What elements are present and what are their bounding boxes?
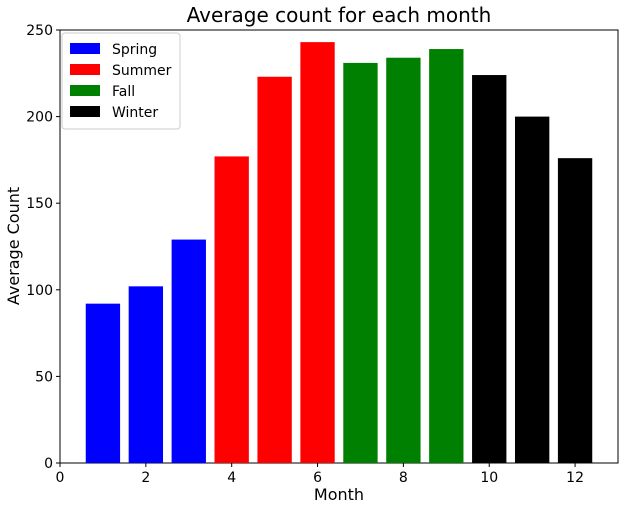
legend-swatch-spring (70, 43, 100, 54)
legend-label-summer: Summer (112, 63, 172, 79)
x-axis-ticks: 0 2 4 6 8 10 12 (56, 463, 584, 486)
legend-swatch-fall (70, 85, 100, 96)
bars-group (85, 42, 593, 464)
y-tick-label: 150 (26, 196, 53, 212)
y-tick-label: 50 (35, 369, 53, 385)
legend-label-spring: Spring (112, 42, 157, 58)
y-tick-label: 0 (44, 456, 53, 472)
bar-summer-month-5 (257, 76, 292, 463)
bar-spring-month-2 (128, 286, 164, 463)
bar-fall-month-9 (429, 49, 464, 463)
x-axis-label: Month (314, 485, 364, 504)
bar-winter-month-12 (557, 158, 593, 463)
bar-fall-month-8 (386, 57, 421, 463)
legend-swatch-winter (70, 106, 100, 117)
legend: Spring Summer Fall Winter (61, 32, 181, 130)
x-tick-label: 10 (480, 470, 498, 486)
bar-spring-month-1 (85, 303, 121, 463)
bar-summer-month-6 (300, 42, 335, 464)
y-axis-ticks: 0 50 100 150 200 250 (26, 23, 60, 472)
legend-frame (61, 32, 181, 130)
legend-label-winter: Winter (112, 105, 158, 121)
x-tick-label: 8 (399, 470, 408, 486)
legend-swatch-summer (70, 64, 100, 75)
x-tick-label: 12 (566, 470, 584, 486)
bar-winter-month-11 (514, 116, 550, 463)
bar-summer-month-4 (214, 156, 249, 463)
legend-label-fall: Fall (112, 84, 135, 100)
x-tick-label: 4 (227, 470, 236, 486)
chart-title: Average count for each month (187, 3, 492, 27)
x-tick-label: 2 (141, 470, 150, 486)
y-axis-label: Average Count (4, 187, 23, 305)
y-tick-label: 250 (26, 23, 53, 39)
plot-area: 0 2 4 6 8 10 12 0 50 100 150 200 250 (26, 23, 619, 486)
bar-winter-month-10 (472, 75, 507, 464)
y-tick-label: 100 (26, 283, 53, 299)
x-tick-label: 0 (56, 470, 65, 486)
bar-fall-month-7 (343, 62, 378, 464)
y-tick-label: 200 (26, 110, 53, 126)
x-tick-label: 6 (313, 470, 322, 486)
bar-spring-month-3 (171, 239, 206, 463)
